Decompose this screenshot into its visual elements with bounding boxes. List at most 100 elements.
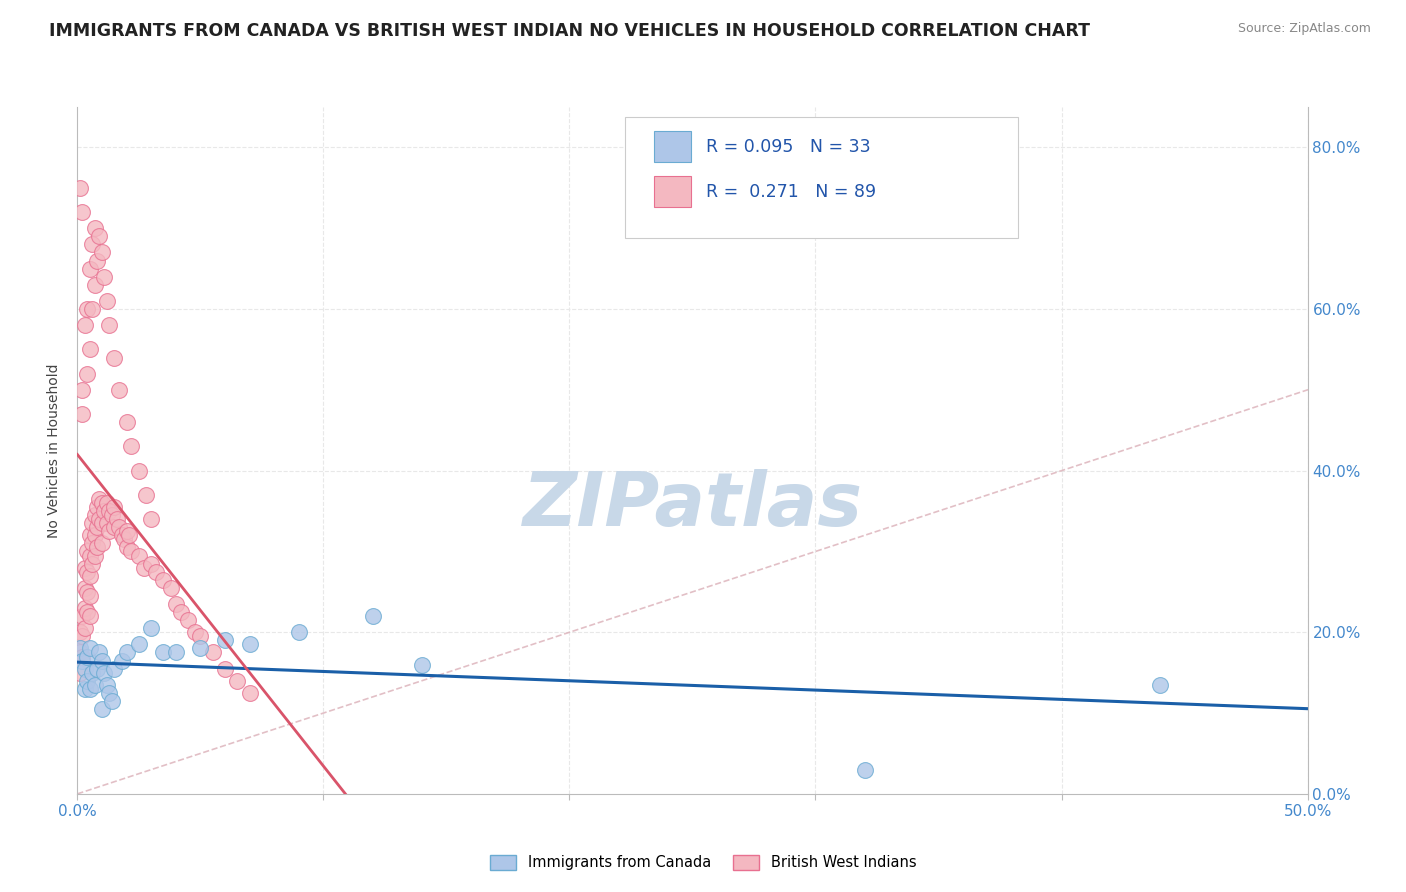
Point [83,277,105,292]
Point [82,665,104,680]
Point [79,343,101,357]
Point [128,637,150,651]
Point [83,508,105,522]
Point [82,516,104,531]
Point [135,488,157,502]
Point [76,301,98,316]
Point [128,464,150,478]
Text: R =  0.271   N = 89: R = 0.271 N = 89 [706,183,876,201]
Point [73,581,96,595]
Point [121,439,143,453]
Point [90,496,114,510]
Point [83,549,105,563]
Point [90,536,114,550]
Point [73,621,96,635]
Point [152,573,174,587]
Text: IMMIGRANTS FROM CANADA VS BRITISH WEST INDIAN NO VEHICLES IN HOUSEHOLD CORRELATI: IMMIGRANTS FROM CANADA VS BRITISH WEST I… [49,22,1090,40]
Point [152,645,174,659]
Point [70,205,93,219]
Point [70,407,93,421]
Point [76,565,98,579]
Point [111,528,132,542]
Point [115,415,138,429]
Point [170,605,193,619]
Point [165,597,187,611]
Point [76,605,98,619]
Point [239,686,262,700]
Point [83,221,105,235]
Point [141,512,163,526]
Point [128,549,150,563]
Point [79,589,101,603]
Point [89,512,111,526]
Point [361,609,384,624]
Point [160,581,183,595]
Y-axis label: No Vehicles in Household: No Vehicles in Household [48,363,62,538]
Point [112,533,135,547]
Point [69,645,91,659]
Point [86,662,108,676]
Point [141,621,163,635]
Point [69,625,91,640]
Point [103,500,125,514]
Point [184,625,207,640]
Point [76,673,98,688]
Point [73,318,96,333]
Point [79,568,101,582]
Point [69,665,91,680]
Point [86,500,108,514]
Point [98,318,121,333]
Point [190,629,212,643]
Point [108,520,131,534]
Point [89,645,111,659]
Text: ZIPatlas: ZIPatlas [523,469,862,542]
Point [121,544,143,558]
Point [96,496,118,510]
Text: Source: ZipAtlas.com: Source: ZipAtlas.com [1237,22,1371,36]
Point [226,673,249,688]
Point [132,560,155,574]
Point [83,678,105,692]
Point [90,654,114,668]
Point [90,516,114,531]
Point [73,662,96,676]
Point [1149,678,1171,692]
Point [76,585,98,599]
Point [79,609,101,624]
Point [853,763,876,777]
Point [105,512,128,526]
Point [79,681,101,696]
Point [89,229,111,244]
Point [108,383,131,397]
Point [79,549,101,563]
Point [190,641,212,656]
Point [118,528,141,542]
Point [86,253,108,268]
Point [101,694,124,708]
Point [90,702,114,716]
Point [96,516,118,531]
Point [73,601,96,615]
Point [76,544,98,558]
Point [89,491,111,506]
Point [145,565,167,579]
Point [115,524,138,539]
Point [98,686,121,700]
Point [82,536,104,550]
Point [214,633,236,648]
Point [70,383,93,397]
Point [96,678,118,692]
Point [115,645,138,659]
Point [214,662,236,676]
Point [82,301,104,316]
Point [76,367,98,381]
Point [86,520,108,534]
Point [103,662,125,676]
Point [86,541,108,555]
Point [111,654,132,668]
Point [70,654,93,668]
Point [101,508,124,522]
Point [411,657,433,672]
Point [103,520,125,534]
Point [98,504,121,518]
